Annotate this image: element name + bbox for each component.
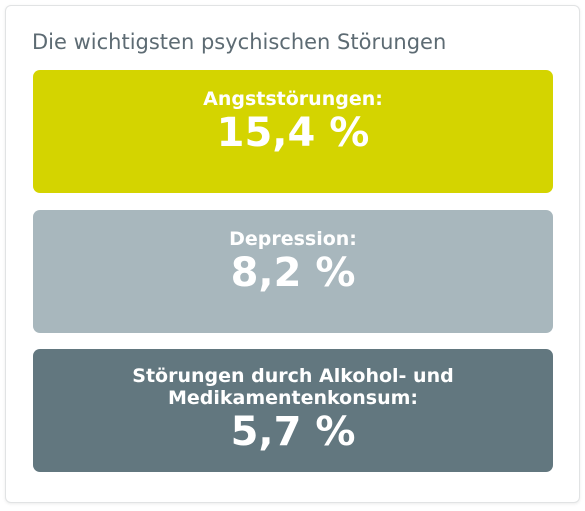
depression-label: Depression: — [229, 228, 357, 250]
anxiety-disorders-label: Angststörungen: — [203, 88, 383, 110]
anxiety-disorders-box: Angststörungen: 15,4 % — [33, 70, 553, 193]
substance-disorders-box: Störungen durch Alkohol- und Medikamente… — [33, 349, 553, 472]
anxiety-disorders-value: 15,4 % — [216, 110, 370, 156]
infographic-card: Die wichtigsten psychischen Störungen An… — [5, 5, 580, 503]
substance-disorders-label: Störungen durch Alkohol- und Medikamente… — [132, 365, 454, 409]
substance-disorders-value: 5,7 % — [230, 409, 356, 455]
depression-box: Depression: 8,2 % — [33, 210, 553, 333]
depression-value: 8,2 % — [230, 250, 356, 296]
infographic-title: Die wichtigsten psychischen Störungen — [32, 30, 447, 54]
